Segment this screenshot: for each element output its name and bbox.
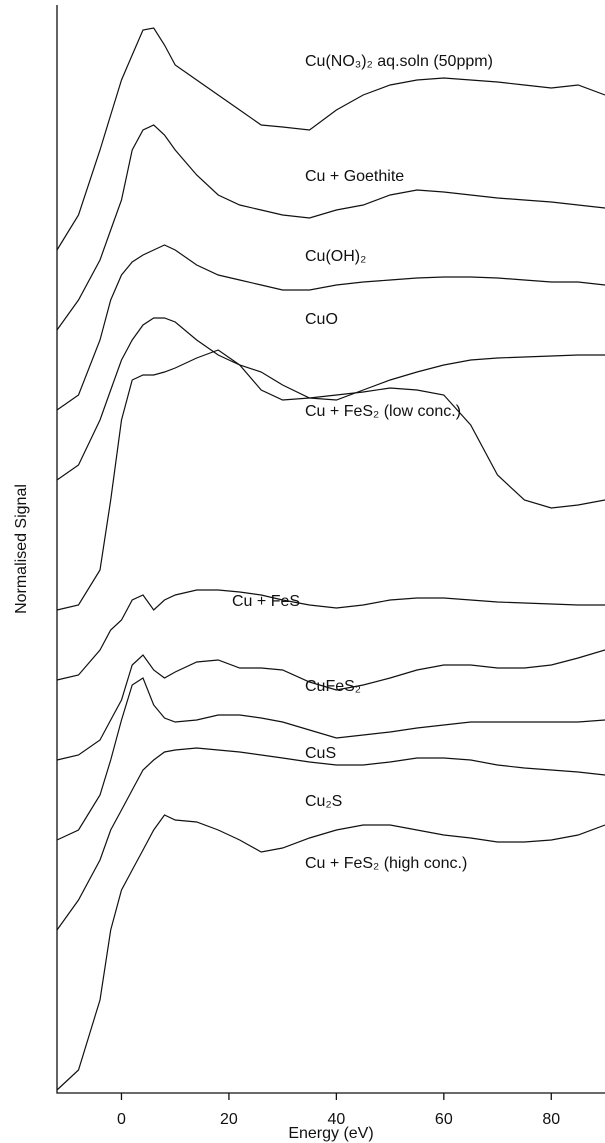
spectrum-line [56, 317, 605, 481]
spectrum-line [56, 349, 605, 611]
x-axis-label: Energy (eV) [288, 1125, 373, 1142]
x-tick-label: 0 [117, 1111, 126, 1128]
series-label: CuS [305, 745, 336, 762]
x-tick-label: 80 [542, 1111, 560, 1128]
spectrum-line [56, 677, 605, 841]
series-label: Cu(NO₃)₂ aq.soln (50ppm) [305, 53, 493, 70]
series-label: Cu + FeS₂ (low conc.) [305, 403, 461, 420]
x-tick-label: 60 [435, 1111, 453, 1128]
spectrum-line [56, 124, 605, 331]
series-label: Cu + FeS₂ (high conc.) [305, 855, 467, 872]
series-label: CuFeS₂ [305, 678, 361, 695]
x-tick-label: 20 [220, 1111, 238, 1128]
y-axis-label: Normalised Signal [13, 484, 30, 614]
series-label: Cu + FeS [232, 593, 300, 610]
series-label: Cu + Goethite [305, 168, 404, 185]
axis-frame [56, 5, 605, 1094]
spectrum-line [56, 814, 605, 1091]
series-label: CuO [305, 311, 338, 328]
spectrum-line [56, 27, 605, 251]
x-tick-label: 40 [327, 1111, 345, 1128]
spectrum-line [56, 244, 605, 411]
spectrum-line [56, 747, 605, 931]
spectrum-line [56, 649, 605, 761]
series-label: Cu₂S [305, 793, 342, 810]
spectrum-line [56, 589, 605, 681]
series-label: Cu(OH)₂ [305, 248, 366, 265]
